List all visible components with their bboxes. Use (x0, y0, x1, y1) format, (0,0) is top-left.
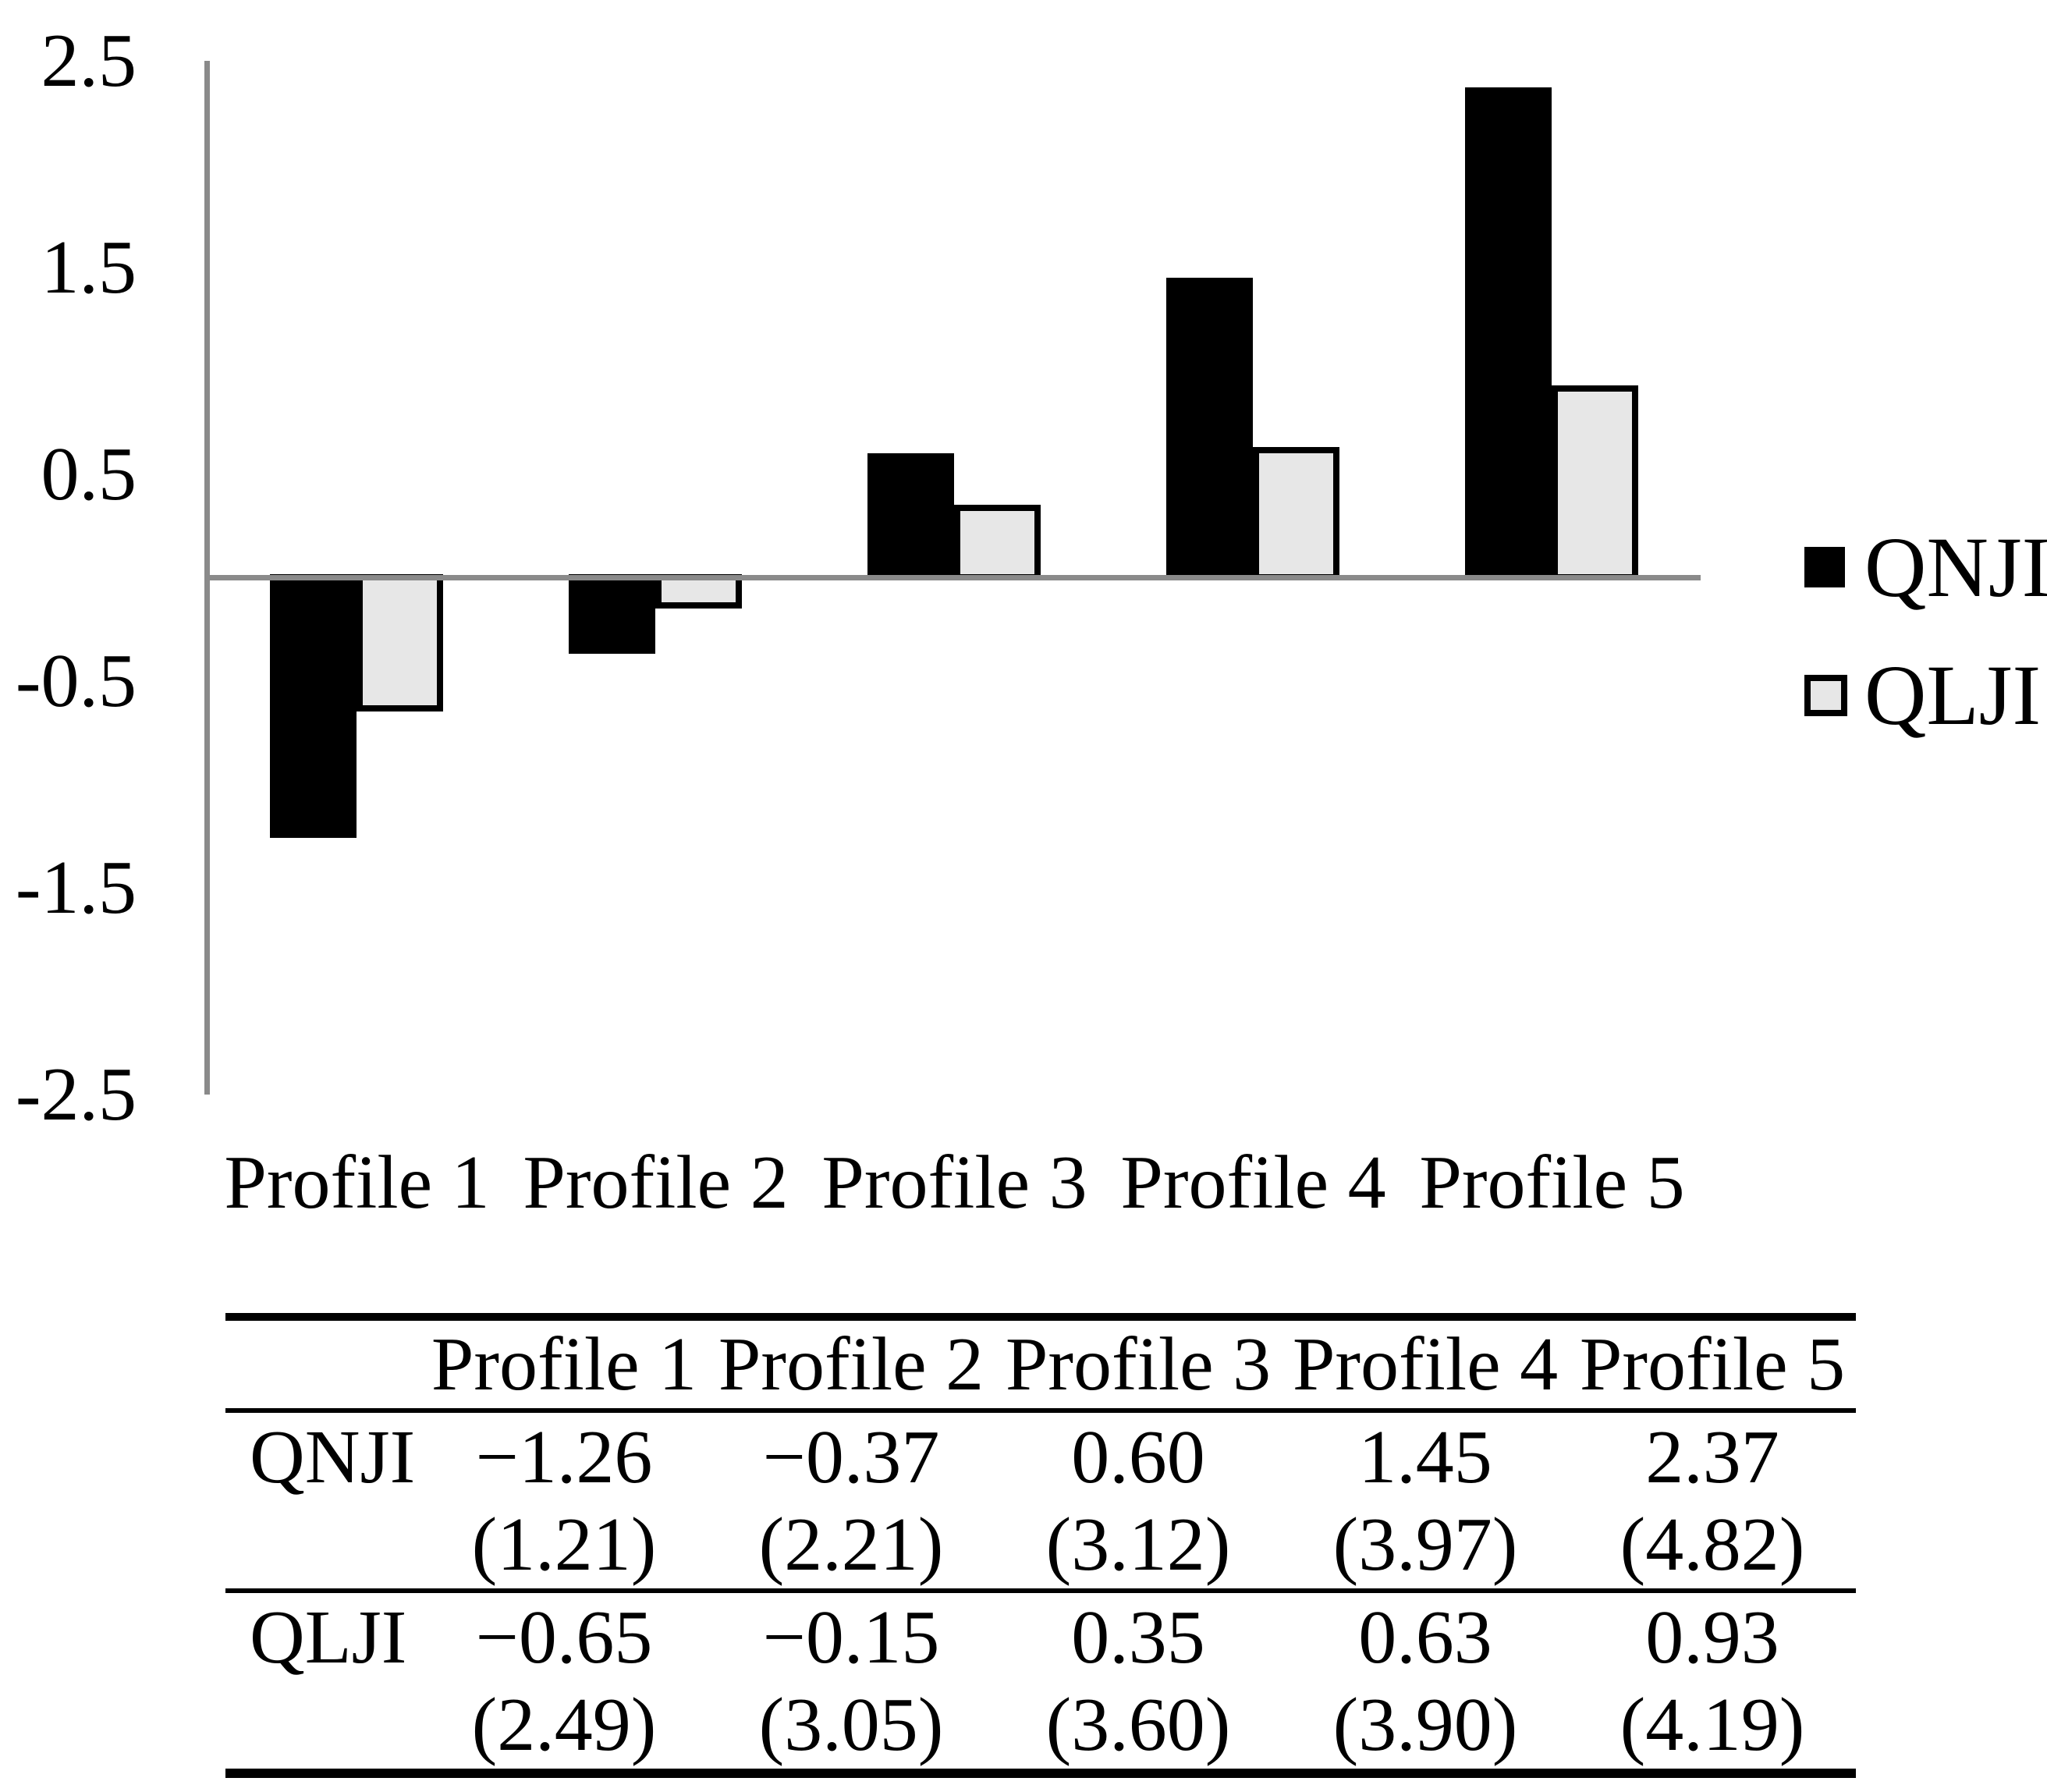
table-cell-qlji-value-3: 0.35 (1071, 1595, 1205, 1680)
bar-qnji-profile-1 (270, 574, 357, 838)
legend-label-qnji: QNJI (1864, 520, 2047, 615)
table-cell-qnji-value-5: 2.37 (1645, 1414, 1779, 1499)
x-axis-label-profile-5: Profile 5 (1419, 1141, 1685, 1225)
bar-qlji-profile-5 (1552, 385, 1638, 580)
y-tick-label-1.5: 1.5 (41, 225, 137, 310)
x-axis-label-profile-3: Profile 3 (821, 1141, 1087, 1225)
values-table: Profile 1 Profile 2 Profile 3 Profile 4 Prof… (225, 1313, 1856, 1778)
y-tick-label-0.5: 0.5 (41, 431, 137, 516)
table-cell-qnji-value-4: 1.45 (1358, 1414, 1492, 1499)
table-header-profile-3: Profile 3 (995, 1317, 1282, 1413)
table-header-row: Profile 1 Profile 2 Profile 3 Profile 4 Prof… (225, 1317, 1856, 1413)
x-axis-zero-line (204, 575, 1701, 580)
table-cell-qnji-se-2: (2.21) (708, 1501, 995, 1593)
table-row-qlji-se: (2.49) (3.05) (3.60) (3.90) (4.19) (225, 1681, 1856, 1773)
table-cell-qnji-se-5: (4.82) (1569, 1501, 1856, 1593)
table-cell-empty (225, 1681, 420, 1773)
table-cell-qnji-value-2: −0.37 (762, 1414, 940, 1499)
table-cell-qlji-value-4: 0.63 (1358, 1595, 1492, 1680)
bar-qnji-profile-2 (569, 574, 655, 654)
x-axis-label-profile-1: Profile 1 (224, 1141, 490, 1225)
table-header-profile-4: Profile 4 (1282, 1317, 1569, 1413)
y-tick-label--2.5: -2.5 (15, 1052, 137, 1137)
table-header-profile-5: Profile 5 (1569, 1317, 1856, 1413)
bar-qlji-profile-3 (954, 505, 1041, 580)
bar-qnji-profile-3 (867, 453, 954, 580)
table-header-profile-2: Profile 2 (708, 1317, 995, 1413)
table-row-qlji-values: QLJI −0.65 −0.15 0.35 0.63 0.93 (225, 1591, 1856, 1681)
table-cell-qlji-se-2: (3.05) (758, 1683, 944, 1767)
y-tick-label--1.5: -1.5 (15, 845, 137, 930)
table-cell-qnji-value-3: 0.60 (1071, 1414, 1205, 1499)
table-header-profile-1: Profile 1 (420, 1317, 708, 1413)
bar-qnji-profile-4 (1166, 278, 1253, 580)
table-cell-empty (225, 1501, 420, 1593)
table-row-label-qnji: QNJI (250, 1414, 416, 1499)
legend-label-qlji: QLJI (1864, 648, 2042, 743)
bar-qlji-profile-1 (357, 574, 443, 711)
table-cell-qnji-se-1: (1.21) (420, 1501, 708, 1593)
table-cell-qlji-se-1: (2.49) (471, 1683, 657, 1767)
table-corner-cell (225, 1317, 420, 1413)
bar-qnji-profile-5 (1465, 87, 1552, 580)
y-tick-label--0.5: -0.5 (15, 638, 137, 723)
bar-qlji-profile-4 (1253, 447, 1339, 580)
x-axis-label-profile-2: Profile 2 (523, 1141, 789, 1225)
table-cell-qlji-se-3: (3.60) (1045, 1683, 1231, 1767)
table-cell-qlji-se-5: (4.19) (1620, 1683, 1805, 1767)
table-row-qnji-se: (1.21) (2.21) (3.12) (3.97) (4.82) (225, 1501, 1856, 1593)
table-cell-qlji-se-4: (3.90) (1332, 1683, 1518, 1767)
table-cell-qnji-se-3: (3.12) (995, 1501, 1282, 1593)
table-cell-qlji-value-5: 0.93 (1645, 1595, 1779, 1680)
table-row-label-qlji: QLJI (250, 1595, 407, 1680)
qnji-black-square-swatch-icon (1804, 547, 1845, 587)
y-tick-label-2.5: 2.5 (41, 18, 137, 103)
table-cell-qlji-value-1: −0.65 (475, 1595, 653, 1680)
x-axis-label-profile-4: Profile 4 (1120, 1141, 1386, 1225)
table-row-qnji-values: QNJI −1.26 −0.37 0.60 1.45 2.37 (225, 1411, 1856, 1501)
table-cell-qnji-se-4: (3.97) (1282, 1501, 1569, 1593)
qlji-gray-square-swatch-icon (1804, 675, 1847, 716)
table-cell-qlji-value-2: −0.15 (762, 1595, 940, 1680)
table-cell-qnji-value-1: −1.26 (475, 1414, 653, 1499)
